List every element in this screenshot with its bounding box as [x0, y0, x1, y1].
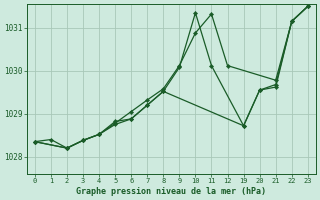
X-axis label: Graphe pression niveau de la mer (hPa): Graphe pression niveau de la mer (hPa)	[76, 187, 266, 196]
